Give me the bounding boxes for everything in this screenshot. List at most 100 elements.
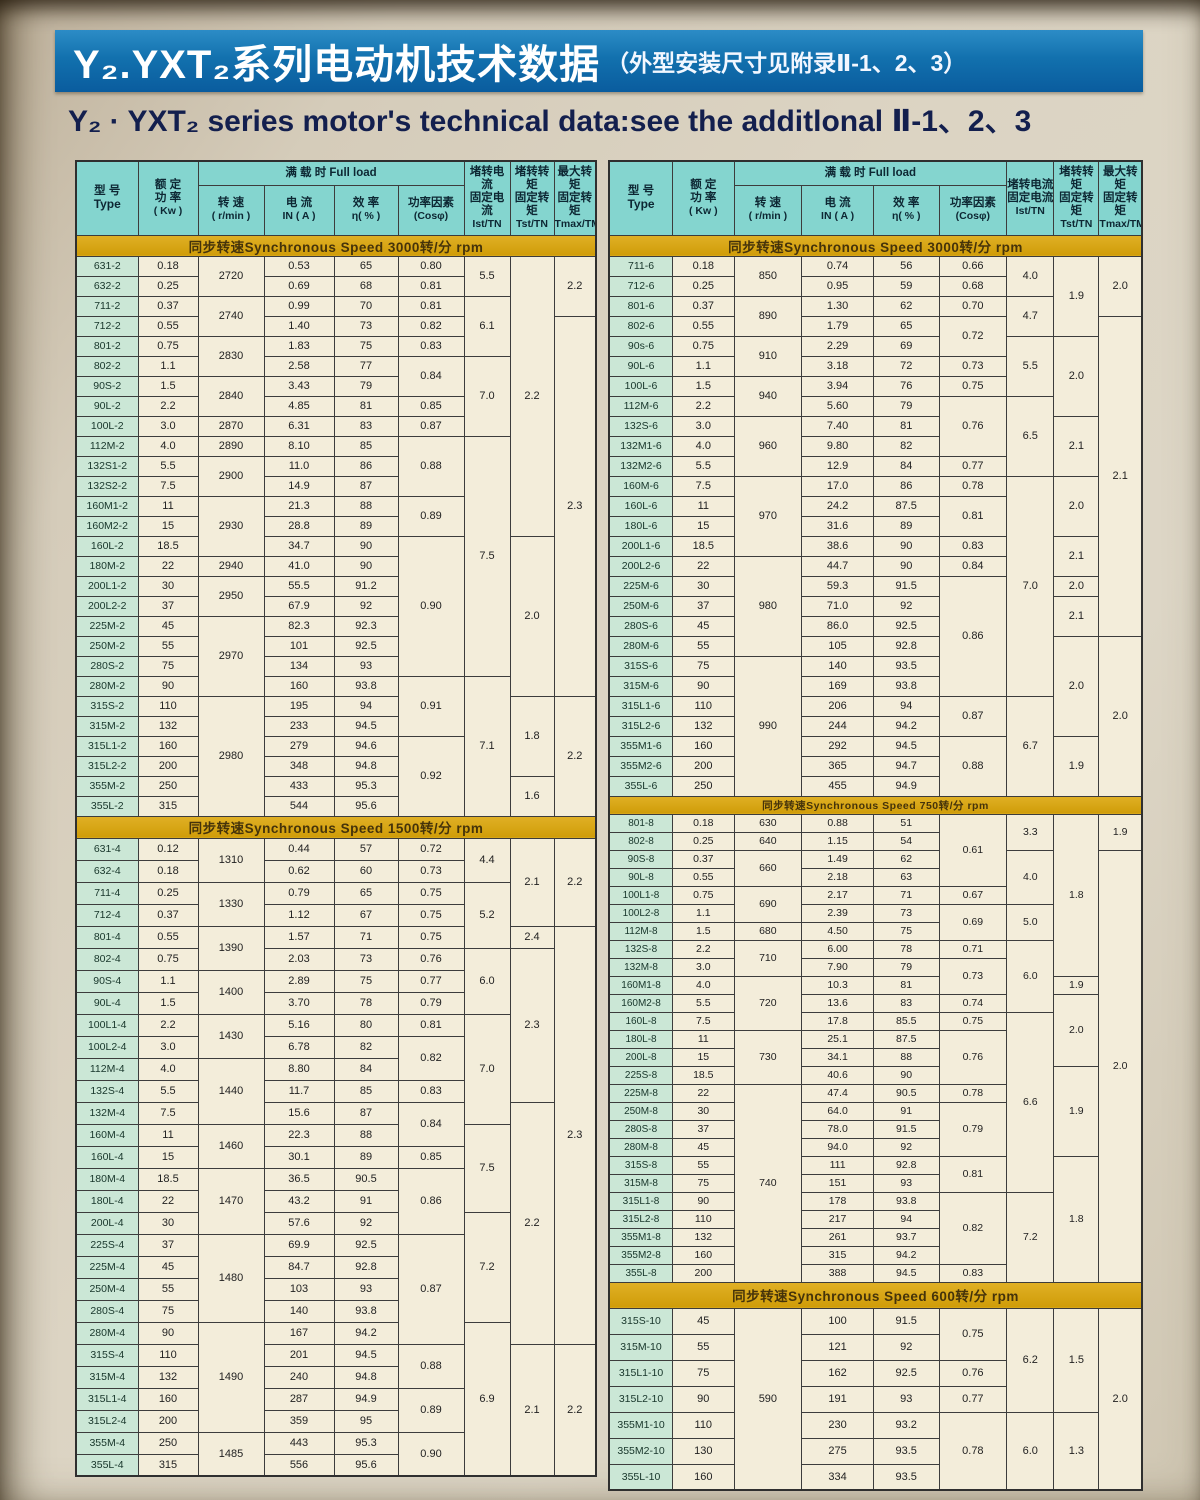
current-cell: 5.60 — [801, 395, 874, 417]
current-cell: 2.29 — [801, 335, 874, 357]
power-cell: 75 — [672, 655, 735, 677]
efficiency-cell: 83 — [333, 415, 399, 437]
table-row: 355M-4 250 1485 443 95.3 0.90 — [75, 1431, 596, 1477]
power-cell: 110 — [137, 695, 199, 717]
power-factor-cell: 0.85 — [397, 1145, 465, 1169]
table-row: 355M2-10 130 275 93.5 — [608, 1437, 1142, 1465]
speed-cell: 1430 — [197, 1013, 265, 1059]
ist-ratio-cell: 6.0 — [1006, 939, 1055, 1013]
model-cell: 200L-4 — [75, 1211, 139, 1235]
current-cell: 34.7 — [263, 535, 335, 557]
table-row: 90L-4 1.5 3.70 78 0.79 — [75, 991, 596, 1015]
header-label: ( r/min ) — [211, 210, 251, 222]
power-cell: 2.2 — [137, 1013, 199, 1037]
power-cell: 0.37 — [137, 295, 199, 317]
table-row: 315L1-2 160 279 94.6 0.92 — [75, 735, 596, 817]
speed-cell: 710 — [733, 939, 803, 977]
table-row: 132S-8 2.2 710 6.00 78 0.71 6.0 — [608, 939, 1142, 1013]
speed-cell: 640 — [733, 831, 803, 851]
efficiency-cell: 95.6 — [333, 795, 399, 817]
table-row: 225M-2 45 2970 82.3 92.3 — [75, 615, 596, 697]
header-subrow: 转 速( r/min ) 电 流 IN ( A ) 效 率 η( % ) 功率因素 (Cos… — [609, 184, 1142, 236]
model-cell: 90L-8 — [608, 867, 674, 887]
table-row: 200L-4 30 57.6 92 7.2 — [75, 1211, 596, 1323]
ist-ratio-cell: 7.0 — [463, 355, 511, 437]
power-cell: 11 — [672, 1029, 735, 1049]
power-cell: 315 — [137, 1453, 199, 1477]
efficiency-cell: 94.6 — [333, 735, 399, 757]
power-factor-cell: 0.68 — [938, 275, 1008, 297]
power-factor-cell: 0.72 — [397, 837, 465, 861]
power-cell: 160 — [672, 735, 735, 757]
current-cell: 22.3 — [263, 1123, 335, 1147]
power-factor-cell: 0.91 — [397, 675, 465, 737]
efficiency-cell: 91.5 — [872, 1307, 940, 1335]
current-cell: 4.85 — [263, 395, 335, 417]
header-label: 固定转矩 — [514, 191, 550, 217]
current-cell: 1.83 — [263, 335, 335, 357]
power-cell: 7.5 — [672, 475, 735, 497]
current-cell: 38.6 — [801, 535, 874, 557]
header-label: 堵转转矩 — [1059, 165, 1094, 191]
col-header-type: 型 号 Type — [608, 160, 674, 236]
power-factor-cell: 0.92 — [397, 735, 465, 817]
speed-cell: 910 — [733, 335, 803, 377]
efficiency-cell: 71 — [333, 925, 399, 949]
page-title: Y₂.YXT₂系列电动机技术数据 — [73, 43, 601, 87]
power-factor-cell: 0.75 — [397, 881, 465, 905]
table-row: 250M-2 55 101 92.5 — [75, 635, 596, 657]
table-row: 631-4 0.12 1310 0.44 57 0.72 4.4 2.1 2.2 — [75, 837, 597, 927]
speed-cell: 2840 — [197, 375, 265, 417]
efficiency-cell: 88 — [333, 495, 399, 517]
power-cell: 0.55 — [672, 867, 735, 887]
tst-ratio-cell: 1.8 — [509, 695, 555, 777]
table-row: 100L2-4 3.0 6.78 82 0.82 — [75, 1035, 596, 1081]
tst-ratio-cell: 1.5 — [1053, 1307, 1100, 1413]
power-factor-cell: 0.81 — [397, 1013, 465, 1037]
table-row: 180L-4 22 43.2 91 — [75, 1189, 596, 1213]
header-label: ( Kw ) — [689, 204, 718, 217]
model-cell: 100L1-8 — [608, 885, 674, 905]
current-cell: 2.39 — [801, 903, 874, 923]
table-row: 315L1-6 110 206 94 0.87 6.7 — [608, 695, 1142, 797]
ist-ratio-cell: 5.5 — [1006, 335, 1055, 397]
tst-ratio-cell: 2.1 — [1053, 595, 1100, 637]
table-row: 132S-4 5.5 11.7 85 0.83 — [75, 1079, 596, 1103]
speed-cell: 630 — [733, 813, 803, 833]
table-row: 315L1-8 90 178 93.8 0.82 7.2 — [608, 1191, 1142, 1283]
current-cell: 11.7 — [263, 1079, 335, 1103]
power-cell: 3.0 — [672, 415, 735, 437]
model-cell: 160M1-8 — [608, 975, 674, 995]
speed-section-2: 同步转速Synchronous Speed 600转/分 rpm 315S-10 4… — [608, 1281, 1143, 1491]
efficiency-cell: 87.5 — [872, 495, 940, 517]
power-factor-cell: 0.89 — [397, 1387, 465, 1433]
current-cell: 334 — [801, 1463, 874, 1491]
model-cell: 100L2-4 — [75, 1035, 139, 1059]
power-cell: 4.0 — [137, 1057, 199, 1081]
current-cell: 140 — [801, 655, 874, 677]
table-row: 711-2 0.37 2740 0.99 70 0.81 6.1 — [75, 295, 596, 357]
speed-cell: 680 — [733, 921, 803, 941]
model-cell: 132S1-2 — [75, 455, 139, 477]
table-row: 315S-8 55 111 92.8 0.81 1.8 — [608, 1155, 1142, 1283]
speed-cell: 2950 — [197, 575, 265, 617]
table-row: 355M1-10 110 230 93.2 0.78 6.0 1.3 — [608, 1411, 1142, 1491]
model-cell: 280M-6 — [608, 635, 674, 657]
model-cell: 280S-4 — [75, 1299, 139, 1323]
model-cell: 632-4 — [75, 859, 139, 883]
efficiency-cell: 70 — [333, 295, 399, 317]
efficiency-cell: 93 — [333, 1277, 399, 1301]
table-row: 100L1-4 2.2 1430 5.16 80 0.81 7.0 — [75, 1013, 596, 1125]
table-row: 802-4 0.75 2.03 73 0.76 6.0 2.3 — [75, 947, 596, 1103]
col-header-full-load-2: 效 率 η( % ) — [333, 184, 399, 236]
current-cell: 275 — [801, 1437, 874, 1465]
power-cell: 55 — [672, 635, 735, 657]
header-label: Tmax/TM — [1099, 217, 1142, 230]
model-cell: 180M-4 — [75, 1167, 139, 1191]
current-cell: 105 — [801, 635, 874, 657]
current-cell: 7.90 — [801, 957, 874, 977]
current-cell: 121 — [801, 1333, 874, 1361]
efficiency-cell: 73 — [333, 315, 399, 337]
power-cell: 200 — [137, 1409, 199, 1433]
efficiency-cell: 86 — [872, 475, 940, 497]
